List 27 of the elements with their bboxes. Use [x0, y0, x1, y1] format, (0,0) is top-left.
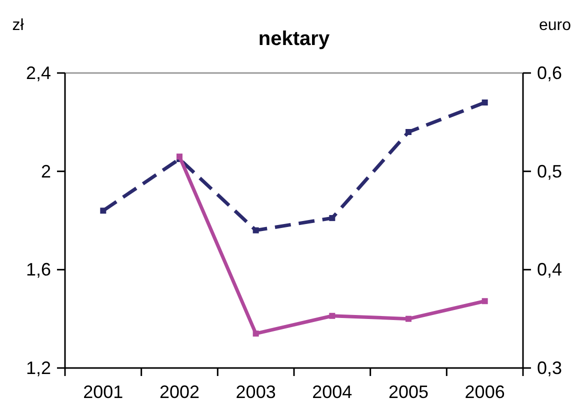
y-tick-label: 1,2: [26, 358, 51, 378]
x-tick-label: 2004: [312, 382, 352, 402]
x-tick-label: 2001: [83, 382, 124, 402]
point: [252, 330, 259, 337]
x-tick-label: 2003: [236, 382, 276, 402]
point: [329, 215, 336, 222]
point: [100, 208, 106, 214]
y2-axis-title: euro: [538, 17, 572, 34]
y2-tick-label: 0,3: [537, 358, 562, 378]
point: [482, 298, 488, 304]
point: [406, 316, 412, 322]
point: [329, 312, 336, 319]
x-tick-label: 2006: [464, 382, 505, 402]
x-tick-label: 2002: [159, 382, 200, 402]
y-tick-label: 2: [40, 161, 51, 182]
y2-tick-label: 0,5: [537, 161, 562, 182]
y2-tick-label: 0,4: [537, 260, 562, 280]
y-axis-title: zł: [12, 17, 24, 34]
chart-title: nektary: [258, 28, 330, 50]
point: [252, 227, 259, 234]
point: [176, 154, 182, 160]
x-tick-label: 2005: [388, 382, 429, 402]
y-tick-label: 2,4: [26, 63, 51, 83]
point: [406, 129, 412, 135]
point: [482, 100, 488, 106]
y2-tick-label: 0,6: [537, 63, 562, 83]
y-tick-label: 1,6: [26, 260, 51, 280]
